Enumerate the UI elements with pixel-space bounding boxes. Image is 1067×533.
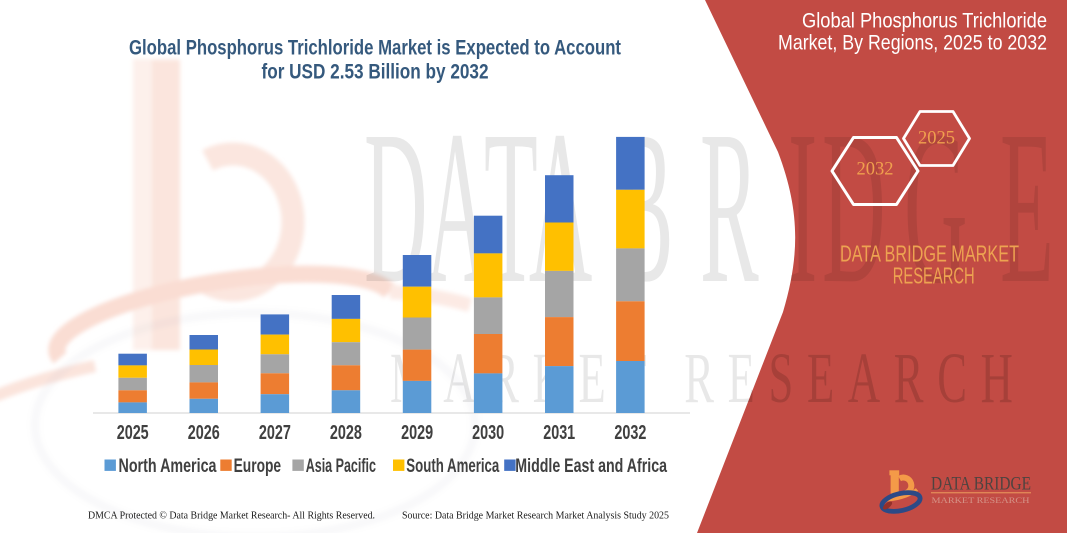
svg-text:2032: 2032	[614, 422, 646, 444]
svg-text:DATA BRIDGE MARKET: DATA BRIDGE MARKET	[840, 241, 1019, 267]
svg-text:RESEARCH: RESEARCH	[893, 263, 975, 289]
svg-text:2031: 2031	[543, 422, 575, 444]
svg-text:2025: 2025	[918, 129, 955, 149]
svg-text:Market, By Regions, 2025 to 20: Market, By Regions, 2025 to 2032	[778, 32, 1047, 55]
svg-text:2028: 2028	[330, 422, 362, 444]
svg-text:Europe: Europe	[234, 456, 282, 477]
svg-text:Source: Data Bridge Market Res: Source: Data Bridge Market Research Mark…	[402, 510, 669, 522]
svg-text:Asia Pacific: Asia Pacific	[306, 456, 377, 477]
svg-text:Global Phosphorus Trichloride: Global Phosphorus Trichloride Market is …	[129, 36, 621, 59]
svg-text:2029: 2029	[401, 422, 433, 444]
svg-text:Global Phosphorus Trichloride: Global Phosphorus Trichloride	[802, 10, 1047, 33]
svg-text:North America: North America	[119, 456, 217, 477]
svg-text:for USD 2.53 Billion by 2032: for USD 2.53 Billion by 2032	[262, 60, 489, 83]
svg-text:2025: 2025	[117, 422, 149, 444]
svg-text:2030: 2030	[472, 422, 504, 444]
svg-text:Middle East and Africa: Middle East and Africa	[515, 456, 667, 477]
svg-text:South America: South America	[406, 456, 499, 477]
svg-text:2027: 2027	[259, 422, 291, 444]
svg-text:2026: 2026	[188, 422, 220, 444]
svg-text:2032: 2032	[857, 160, 894, 180]
svg-text:DMCA Protected © Data Bridge M: DMCA Protected © Data Bridge Market Rese…	[88, 510, 375, 522]
svg-text:MARKET RESEARCH: MARKET RESEARCH	[932, 496, 1030, 505]
svg-text:DATA BRIDGE: DATA BRIDGE	[931, 474, 1031, 495]
